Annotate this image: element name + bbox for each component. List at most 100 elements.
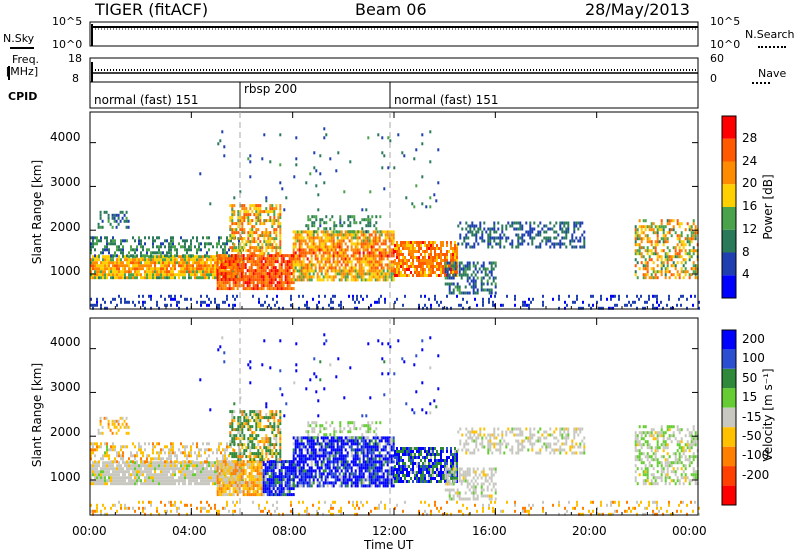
- power-cell: [99, 216, 102, 220]
- power-cell: [533, 221, 536, 225]
- velocity-cell: [170, 448, 172, 452]
- velocity-cell: [236, 487, 239, 491]
- velocity-cell: [176, 464, 178, 468]
- power-cell: [366, 248, 369, 252]
- power-cell: [142, 276, 144, 280]
- power-cell: [270, 284, 273, 288]
- power-cell: [650, 225, 653, 229]
- velocity-cell: [270, 493, 273, 497]
- velocity-cell: [268, 481, 271, 485]
- velocity-cell: [108, 464, 110, 468]
- power-cell: [238, 260, 241, 264]
- power-cell: [410, 262, 412, 265]
- power-cell: [322, 254, 325, 258]
- power-cell: [236, 257, 239, 261]
- power-cell: [270, 266, 273, 270]
- power-cell: [253, 207, 256, 211]
- power-cell: [684, 252, 687, 256]
- power-cell: [118, 273, 120, 277]
- power-cell: [452, 267, 455, 271]
- power-cell: [670, 234, 673, 238]
- power-cell: [458, 270, 461, 274]
- power-cell: [259, 234, 262, 238]
- power-cell: [164, 261, 166, 265]
- power-cell: [234, 269, 237, 273]
- power-cell: [648, 228, 651, 232]
- power-cell: [501, 227, 504, 231]
- power-cell: [340, 278, 343, 282]
- power-cell: [400, 259, 402, 262]
- velocity-cell: [258, 472, 261, 476]
- xtick-6: 00:00: [672, 524, 707, 538]
- velocity-cell: [110, 445, 112, 449]
- power-cell: [229, 246, 232, 250]
- power-cell: [273, 207, 276, 211]
- power-cell: [428, 274, 430, 277]
- power-cell: [549, 221, 552, 225]
- power-cell: [202, 261, 204, 265]
- power-cell: [268, 278, 271, 282]
- velocity-cell: [132, 442, 134, 446]
- power-cell: [238, 257, 241, 261]
- power-cell: [374, 242, 377, 246]
- power-cell: [302, 294, 304, 298]
- power-cell: [313, 230, 316, 234]
- power-cell: [249, 240, 252, 244]
- power-cell: [260, 254, 263, 258]
- velocity-cell: [110, 482, 112, 486]
- power-cell: [458, 288, 461, 292]
- power-cell: [403, 154, 406, 158]
- power-cell: [198, 261, 200, 265]
- power-cell: [374, 257, 377, 261]
- power-cell: [104, 261, 106, 265]
- power-cell: [684, 273, 687, 277]
- power-cell: [473, 233, 476, 237]
- velocity-cell: [162, 467, 164, 471]
- power-cell: [112, 258, 114, 262]
- power-cell: [251, 246, 254, 250]
- power-cell: [638, 267, 641, 271]
- power-cell: [222, 261, 224, 265]
- power-cell: [456, 282, 459, 286]
- power-cell: [180, 264, 182, 268]
- power-cell: [190, 254, 192, 258]
- power-cell: [436, 256, 438, 259]
- velocity-cell: [216, 484, 219, 488]
- velocity-cell: [127, 425, 130, 429]
- power-cell: [426, 306, 428, 310]
- power-cell: [228, 260, 231, 264]
- power-cell: [434, 265, 436, 268]
- velocity-cell: [140, 464, 142, 468]
- velocity-cell: [280, 481, 283, 485]
- power-cell: [104, 306, 106, 310]
- power-cell: [220, 263, 223, 267]
- power-cell: [113, 219, 116, 223]
- velocity-cell: [174, 454, 176, 458]
- power-cell: [166, 264, 168, 268]
- power-cell: [316, 278, 319, 282]
- power-cell: [140, 258, 142, 262]
- power-cell: [668, 270, 671, 274]
- power-cell: [580, 306, 582, 310]
- power-cell: [392, 248, 395, 252]
- power-cell: [353, 221, 356, 225]
- power-cell: [342, 236, 345, 240]
- power-cell: [114, 251, 116, 255]
- power-cell: [682, 276, 685, 280]
- velocity-cell: [270, 481, 273, 485]
- velocity-cell: [284, 487, 287, 491]
- power-cell: [454, 267, 457, 271]
- power-cell: [261, 222, 264, 226]
- power-cell: [231, 210, 234, 214]
- power-cell: [288, 272, 291, 276]
- power-cell: [374, 236, 377, 240]
- velocity-cell: [228, 454, 230, 458]
- power-cell: [366, 242, 369, 246]
- power-cell: [284, 263, 287, 267]
- power-cell: [160, 245, 162, 249]
- power-cell: [262, 254, 265, 258]
- power-cell: [682, 240, 685, 244]
- velocity-cell: [100, 467, 102, 471]
- power-cell: [128, 264, 130, 268]
- velocity-cell: [121, 422, 124, 426]
